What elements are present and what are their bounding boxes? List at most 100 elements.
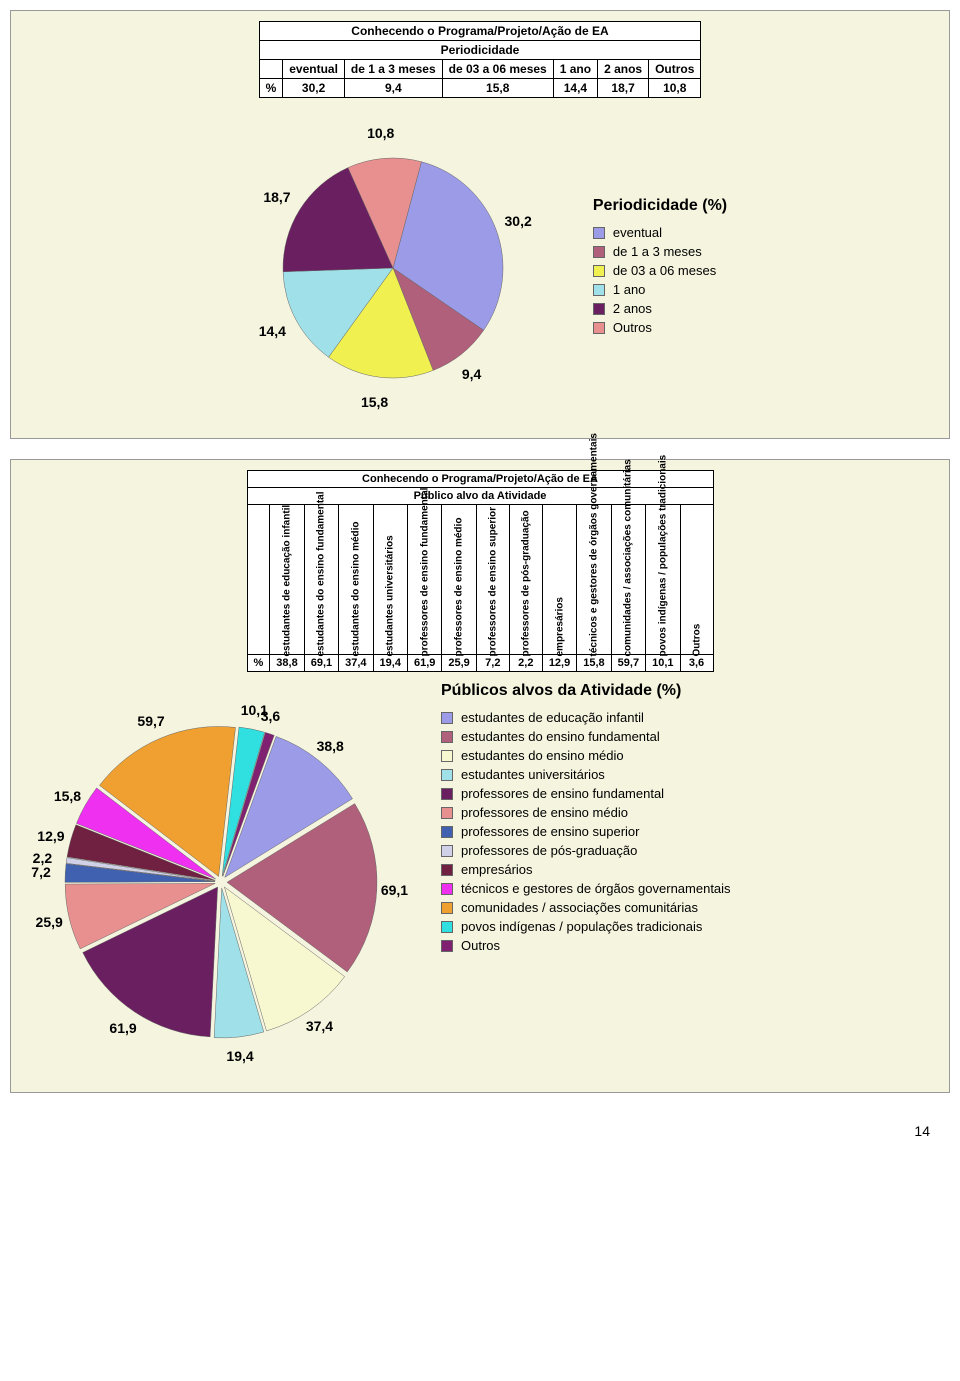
publico-table: Conhecendo o Programa/Projeto/Ação de EA… xyxy=(247,470,714,672)
legend-label: estudantes de educação infantil xyxy=(461,710,644,725)
legend-label: comunidades / associações comunitárias xyxy=(461,900,698,915)
th-1a3: de 1 a 3 meses xyxy=(344,60,442,79)
th-03a06: de 03 a 06 meses xyxy=(442,60,553,79)
table1-data-row: % 30,2 9,4 15,8 14,4 18,7 10,8 xyxy=(259,79,701,98)
legend-swatch xyxy=(593,284,605,296)
pie-label: 12,9 xyxy=(37,828,64,844)
legend-item: povos indígenas / populações tradicionai… xyxy=(441,919,731,934)
legend-item: técnicos e gestores de órgãos governamen… xyxy=(441,881,731,896)
th2-12: Outros xyxy=(680,505,713,655)
pie-label: 3,6 xyxy=(261,708,280,724)
periodicidade-legend-block: Periodicidade (%) eventual de 1 a 3 meses… xyxy=(593,197,727,339)
th2-3: estudantes universitários xyxy=(373,505,407,655)
periodicidade-legend: eventual de 1 a 3 meses de 03 a 06 meses 1 … xyxy=(593,225,727,335)
pie-label: 14,4 xyxy=(259,323,286,339)
legend-item: estudantes universitários xyxy=(441,767,731,782)
pie-label: 38,8 xyxy=(317,738,344,754)
legend-label: professores de ensino fundamental xyxy=(461,786,664,801)
table2-header-row: estudantes de educação infantil estudant… xyxy=(247,505,713,655)
legend-swatch xyxy=(441,712,453,724)
pie-label: 18,7 xyxy=(263,189,290,205)
th2-6: professores de ensino superior xyxy=(476,505,509,655)
table1-header-row: eventual de 1 a 3 meses de 03 a 06 meses… xyxy=(259,60,701,79)
legend-label: Outros xyxy=(461,938,500,953)
legend-swatch xyxy=(441,902,453,914)
publico-legend-block: Públicos alvos da Atividade (%) estudant… xyxy=(441,682,731,957)
legend-label: professores de ensino superior xyxy=(461,824,640,839)
publico-pie: 38,869,137,419,461,925,97,22,212,915,859… xyxy=(21,682,421,1082)
legend-swatch xyxy=(593,246,605,258)
th-2anos: 2 anos xyxy=(598,60,649,79)
pie-label: 15,8 xyxy=(54,788,81,804)
pie-label: 69,1 xyxy=(381,882,408,898)
table1-subtitle: Periodicidade xyxy=(259,41,701,60)
th2-11: povos indígenas / populações tradicionai… xyxy=(646,505,680,655)
table1-title: Conhecendo o Programa/Projeto/Ação de EA xyxy=(259,22,701,41)
legend-item: Outros xyxy=(441,938,731,953)
pie-label: 2,2 xyxy=(33,850,52,866)
legend-item: professores de ensino médio xyxy=(441,805,731,820)
legend-item: de 03 a 06 meses xyxy=(593,263,727,278)
row2-label: % xyxy=(247,655,270,672)
th2-9: técnicos e gestores de órgãos governamen… xyxy=(577,505,611,655)
legend-label: de 03 a 06 meses xyxy=(613,263,716,278)
publico-legend: estudantes de educação infantil estudante… xyxy=(441,710,731,953)
th-eventual: eventual xyxy=(283,60,345,79)
legend-label: empresários xyxy=(461,862,533,877)
th2-10: comunidades / associações comunitárias xyxy=(611,505,645,655)
legend-label: professores de pós-graduação xyxy=(461,843,637,858)
legend-label: eventual xyxy=(613,225,662,240)
legend-item: estudantes do ensino médio xyxy=(441,748,731,763)
table2-title: Conhecendo o Programa/Projeto/Ação de EA xyxy=(247,471,713,488)
legend-item: professores de ensino fundamental xyxy=(441,786,731,801)
th2-8: empresários xyxy=(542,505,576,655)
legend-item: 2 anos xyxy=(593,301,727,316)
pie-label: 19,4 xyxy=(226,1048,253,1064)
table2-data-row: % 38,8 69,1 37,4 19,4 61,9 25,9 7,2 2,2 … xyxy=(247,655,713,672)
legend-swatch xyxy=(593,227,605,239)
pie-label: 59,7 xyxy=(137,713,164,729)
legend-item: professores de ensino superior xyxy=(441,824,731,839)
legend-label: Outros xyxy=(613,320,652,335)
legend-swatch xyxy=(441,864,453,876)
chart1-title: Periodicidade (%) xyxy=(593,197,727,215)
periodicidade-chart-block: 30,29,415,814,418,710,8 Periodicidade (%… xyxy=(21,108,939,428)
legend-swatch xyxy=(441,769,453,781)
legend-item: empresários xyxy=(441,862,731,877)
th2-4: professores de ensino fundamental xyxy=(407,505,441,655)
legend-item: de 1 a 3 meses xyxy=(593,244,727,259)
periodicidade-panel: Conhecendo o Programa/Projeto/Ação de EA… xyxy=(10,10,950,439)
legend-swatch xyxy=(441,750,453,762)
legend-item: 1 ano xyxy=(593,282,727,297)
legend-label: povos indígenas / populações tradicionai… xyxy=(461,919,702,934)
legend-swatch xyxy=(593,303,605,315)
periodicidade-table: Conhecendo o Programa/Projeto/Ação de EA… xyxy=(259,21,702,98)
pie-label: 10,8 xyxy=(367,125,394,141)
publico-chart-block: 38,869,137,419,461,925,97,22,212,915,859… xyxy=(21,682,939,1082)
legend-swatch xyxy=(441,921,453,933)
legend-swatch xyxy=(441,731,453,743)
legend-swatch xyxy=(441,807,453,819)
periodicidade-pie: 30,29,415,814,418,710,8 xyxy=(233,108,553,428)
legend-swatch xyxy=(441,883,453,895)
chart2-title: Públicos alvos da Atividade (%) xyxy=(441,682,731,700)
publico-panel: Conhecendo o Programa/Projeto/Ação de EA… xyxy=(10,459,950,1093)
th2-1: estudantes do ensino fundamental xyxy=(304,505,338,655)
legend-label: professores de ensino médio xyxy=(461,805,628,820)
pie-label: 15,8 xyxy=(361,394,388,410)
legend-item: eventual xyxy=(593,225,727,240)
row-label: % xyxy=(259,79,283,98)
legend-label: 1 ano xyxy=(613,282,646,297)
page-number: 14 xyxy=(10,1113,950,1139)
legend-swatch xyxy=(593,265,605,277)
legend-label: técnicos e gestores de órgãos governamen… xyxy=(461,881,731,896)
legend-label: estudantes do ensino fundamental xyxy=(461,729,660,744)
legend-swatch xyxy=(441,940,453,952)
legend-label: de 1 a 3 meses xyxy=(613,244,702,259)
pie-label: 37,4 xyxy=(306,1018,333,1034)
legend-item: estudantes de educação infantil xyxy=(441,710,731,725)
pie-label: 61,9 xyxy=(109,1020,136,1036)
th2-5: professores de ensino médio xyxy=(442,505,476,655)
pie-label: 25,9 xyxy=(36,914,63,930)
pie-label: 9,4 xyxy=(462,366,481,382)
